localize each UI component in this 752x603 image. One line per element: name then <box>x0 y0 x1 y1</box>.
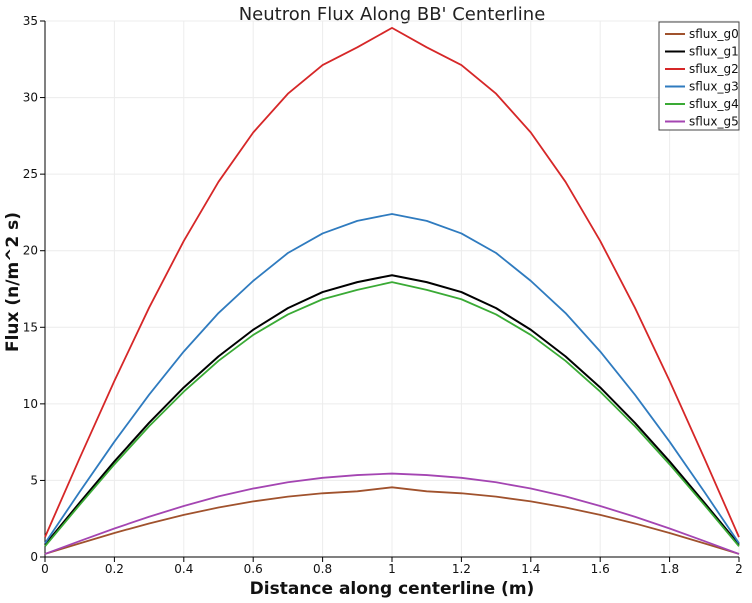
x-tick-label: 0.6 <box>244 562 263 576</box>
x-tick-label: 1.4 <box>521 562 540 576</box>
legend-box <box>658 21 740 131</box>
legend: sflux_g0 sflux_g1 sflux_g2 sflux_g3 sflux_g4… <box>658 21 740 131</box>
x-tick-label: 1.6 <box>591 562 610 576</box>
series-line-sflux_g3 <box>44 213 740 544</box>
x-tick-label: 2 <box>735 562 743 576</box>
series-line-sflux_g2 <box>44 26 740 538</box>
x-tick-label: 0 <box>41 562 49 576</box>
y-tick-label: 10 <box>23 397 38 411</box>
legend-label: sflux_g1 <box>689 45 739 59</box>
y-tick-label: 5 <box>30 473 38 487</box>
y-tick-label: 30 <box>23 91 38 105</box>
x-axis-ticks: 0 0.2 0.4 0.6 0.8 1 1.2 1.4 1.6 1.8 2 <box>41 557 743 576</box>
series-lines <box>44 26 740 555</box>
series-line-sflux_g0 <box>44 486 740 555</box>
y-axis-ticks: 0 5 10 15 20 25 30 35 <box>23 14 45 564</box>
series-line-sflux_g4 <box>44 281 740 547</box>
series-line-sflux_g5 <box>44 472 740 555</box>
x-tick-label: 1 <box>388 562 396 576</box>
y-axis-label: Flux (n/m^2 s) <box>3 212 23 352</box>
y-tick-label: 25 <box>23 167 38 181</box>
y-tick-label: 20 <box>23 244 38 258</box>
series-line-sflux_g1 <box>44 274 740 546</box>
legend-label: sflux_g3 <box>689 80 739 94</box>
x-tick-label: 1.2 <box>452 562 471 576</box>
legend-label: sflux_g2 <box>689 62 739 76</box>
legend-label: sflux_g4 <box>689 97 739 111</box>
y-tick-label: 0 <box>30 550 38 564</box>
x-axis-label: Distance along centerline (m) <box>250 579 535 599</box>
x-tick-label: 1.8 <box>660 562 679 576</box>
x-tick-label: 0.2 <box>105 562 124 576</box>
y-tick-label: 35 <box>23 14 38 28</box>
x-tick-label: 0.8 <box>313 562 332 576</box>
legend-label: sflux_g5 <box>689 115 739 129</box>
x-tick-label: 0.4 <box>174 562 193 576</box>
y-tick-label: 15 <box>23 320 38 334</box>
chart-title: Neutron Flux Along BB' Centerline <box>239 4 546 25</box>
legend-label: sflux_g0 <box>689 27 739 41</box>
